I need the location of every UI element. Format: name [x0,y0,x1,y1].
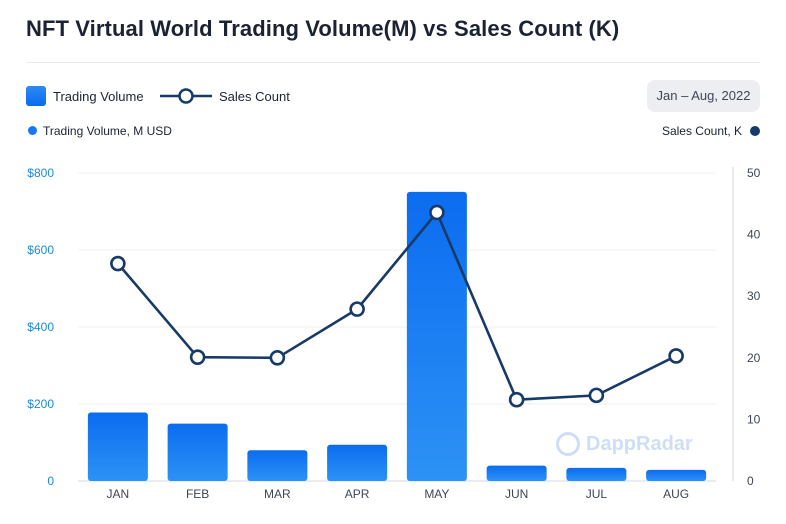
right-tick-label: 0 [747,474,754,488]
sales-count-line [116,211,677,401]
bar-mar [247,450,308,481]
right-axis-dot [750,126,760,136]
bar-jul [566,467,627,481]
sales-point-jun [508,391,525,408]
legend-sales-count-swatch[interactable] [160,86,212,106]
bar-apr [327,444,388,481]
dappradar-watermark: DappRadar [556,432,693,456]
x-tick-label: MAR [264,487,291,501]
sales-point-apr [349,301,365,317]
legend-trading-volume-label[interactable]: Trading Volume [53,89,144,104]
right-tick-label: 10 [747,412,761,426]
legend-trading-volume-swatch[interactable] [26,86,46,106]
sales-point-jan [110,255,126,272]
sales-line [110,204,684,408]
x-tick-label: JUN [505,487,528,501]
left-tick-label: $800 [27,166,54,180]
x-tick-label: APR [345,487,370,501]
chart-title: NFT Virtual World Trading Volume(M) vs S… [26,16,620,41]
dappradar-logo-icon [556,432,580,456]
left-axis-dot [28,126,37,135]
sales-point-mar [269,349,286,366]
x-tick-label: MAY [424,487,449,501]
left-axis-title: Trading Volume, M USD [43,124,172,138]
title-divider [26,62,760,63]
right-tick-label: 50 [747,166,761,180]
x-tick-label: JUL [586,487,608,501]
date-range-pill: Jan – Aug, 2022 [647,80,760,112]
bar-may [406,191,467,482]
x-tick-label: AUG [663,487,689,501]
bar-aug [646,469,707,481]
right-axis-title: Sales Count, K [661,124,742,138]
right-tick-label: 30 [747,289,761,303]
bar-jan [87,412,148,481]
right-tick-label: 20 [747,351,761,365]
left-tick-label: $200 [27,397,54,411]
sales-point-may [429,204,445,221]
left-tick-label: $400 [27,320,54,334]
sales-point-jul [588,387,605,404]
bar-jun [486,465,547,481]
watermark-text: DappRadar [586,432,693,455]
bar-feb [167,423,228,481]
x-tick-label: FEB [186,487,209,501]
axis-labels: 0 $200 $400 $600 $800 0 10 20 30 40 50 JAN FEB MAR APR… [27,166,760,501]
left-tick-label: $600 [27,243,54,257]
sales-point-feb [189,349,206,365]
legend-sales-count-label[interactable]: Sales Count [219,89,290,104]
left-tick-label: 0 [47,474,54,488]
right-tick-label: 40 [747,228,761,242]
x-tick-label: JAN [107,487,130,501]
bars [87,191,707,482]
sales-point-aug [668,348,684,364]
